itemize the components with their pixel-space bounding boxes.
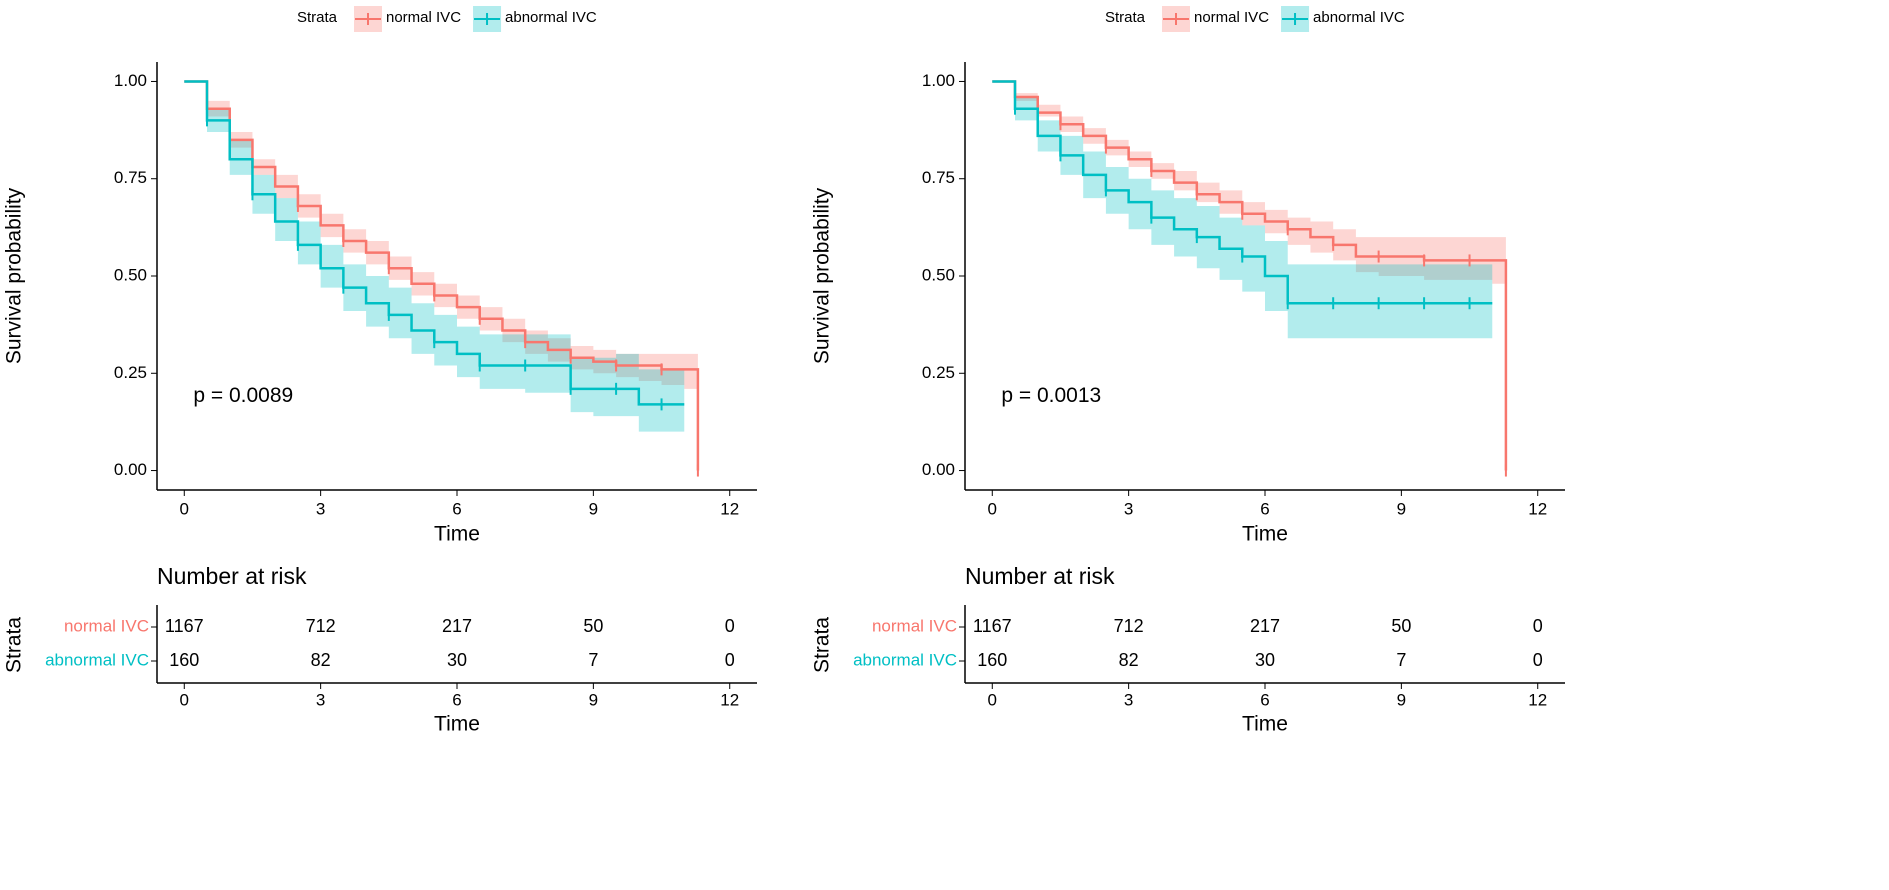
- survival-curve: [992, 80, 1508, 471]
- risk-count: 1167: [973, 616, 1012, 636]
- y-tick-label: 0.25: [114, 363, 147, 382]
- risk-table-title: Number at risk: [157, 563, 307, 589]
- table-x-tick-label: 9: [1397, 690, 1406, 709]
- risk-count: 712: [1114, 616, 1144, 636]
- confidence-band: [992, 81, 1493, 339]
- y-tick-label: 1.00: [922, 71, 955, 90]
- legend-title: Strata: [297, 9, 338, 26]
- y-tick-label: 0.50: [922, 265, 955, 284]
- risk-count: 82: [1119, 650, 1139, 670]
- x-tick-label: 0: [988, 499, 997, 518]
- legend-label: abnormal IVC: [505, 9, 597, 26]
- x-tick-label: 0: [180, 499, 189, 518]
- table-x-tick-label: 12: [720, 690, 739, 709]
- y-tick-label: 0.50: [114, 265, 147, 284]
- table-x-axis-label: Time: [434, 713, 480, 736]
- table-x-tick-label: 3: [1124, 690, 1133, 709]
- p-value: p = 0.0013: [1001, 384, 1101, 407]
- risk-count: 160: [169, 650, 199, 670]
- risk-count: 0: [1533, 616, 1543, 636]
- risk-count: 82: [311, 650, 331, 670]
- p-value: p = 0.0089: [193, 384, 293, 407]
- table-x-tick-label: 3: [316, 690, 325, 709]
- legend-label: normal IVC: [386, 9, 461, 26]
- risk-count: 217: [1250, 616, 1280, 636]
- confidence-band: [184, 81, 698, 389]
- table-x-axis-label: Time: [1242, 713, 1288, 736]
- table-strata-label: Strata: [811, 617, 834, 673]
- risk-count: 0: [725, 616, 735, 636]
- x-tick-label: 12: [720, 499, 739, 518]
- risk-count: 1167: [165, 616, 204, 636]
- risk-count: 50: [1391, 616, 1411, 636]
- risk-count: 30: [447, 650, 467, 670]
- x-axis-label: Time: [1242, 523, 1288, 546]
- legend-label: abnormal IVC: [1313, 9, 1405, 26]
- legend-title: Strata: [1105, 9, 1146, 26]
- risk-count: 0: [725, 650, 735, 670]
- table-row-label: abnormal IVC: [853, 650, 957, 669]
- table-x-tick-label: 0: [180, 690, 189, 709]
- y-tick-label: 0.75: [114, 168, 147, 187]
- y-tick-label: 0.00: [114, 460, 147, 479]
- x-tick-label: 3: [1124, 499, 1133, 518]
- y-tick-label: 1.00: [114, 71, 147, 90]
- confidence-band: [184, 81, 685, 432]
- table-strata-label: Strata: [3, 617, 26, 673]
- risk-count: 30: [1255, 650, 1275, 670]
- risk-count: 0: [1533, 650, 1543, 670]
- table-x-tick-label: 6: [1260, 690, 1269, 709]
- x-tick-label: 9: [589, 499, 598, 518]
- table-row-label: abnormal IVC: [45, 650, 149, 669]
- x-tick-label: 3: [316, 499, 325, 518]
- confidence-band: [992, 81, 1506, 284]
- risk-count: 7: [1396, 650, 1406, 670]
- risk-count: 712: [306, 616, 336, 636]
- table-x-tick-label: 0: [988, 690, 997, 709]
- table-x-tick-label: 9: [589, 690, 598, 709]
- risk-table-title: Number at risk: [965, 563, 1115, 589]
- x-tick-label: 6: [452, 499, 461, 518]
- y-axis-label: Survival probability: [3, 187, 26, 364]
- risk-count: 217: [442, 616, 472, 636]
- risk-count: 50: [583, 616, 603, 636]
- table-row-label: normal IVC: [872, 616, 957, 635]
- y-tick-label: 0.00: [922, 460, 955, 479]
- x-axis-label: Time: [434, 523, 480, 546]
- table-x-tick-label: 12: [1528, 690, 1547, 709]
- legend-label: normal IVC: [1194, 9, 1269, 26]
- risk-count: 7: [588, 650, 598, 670]
- x-tick-label: 12: [1528, 499, 1547, 518]
- table-row-label: normal IVC: [64, 616, 149, 635]
- x-tick-label: 6: [1260, 499, 1269, 518]
- table-x-tick-label: 6: [452, 690, 461, 709]
- risk-count: 160: [977, 650, 1007, 670]
- x-tick-label: 9: [1397, 499, 1406, 518]
- y-tick-label: 0.25: [922, 363, 955, 382]
- y-axis-label: Survival probability: [811, 187, 834, 364]
- y-tick-label: 0.75: [922, 168, 955, 187]
